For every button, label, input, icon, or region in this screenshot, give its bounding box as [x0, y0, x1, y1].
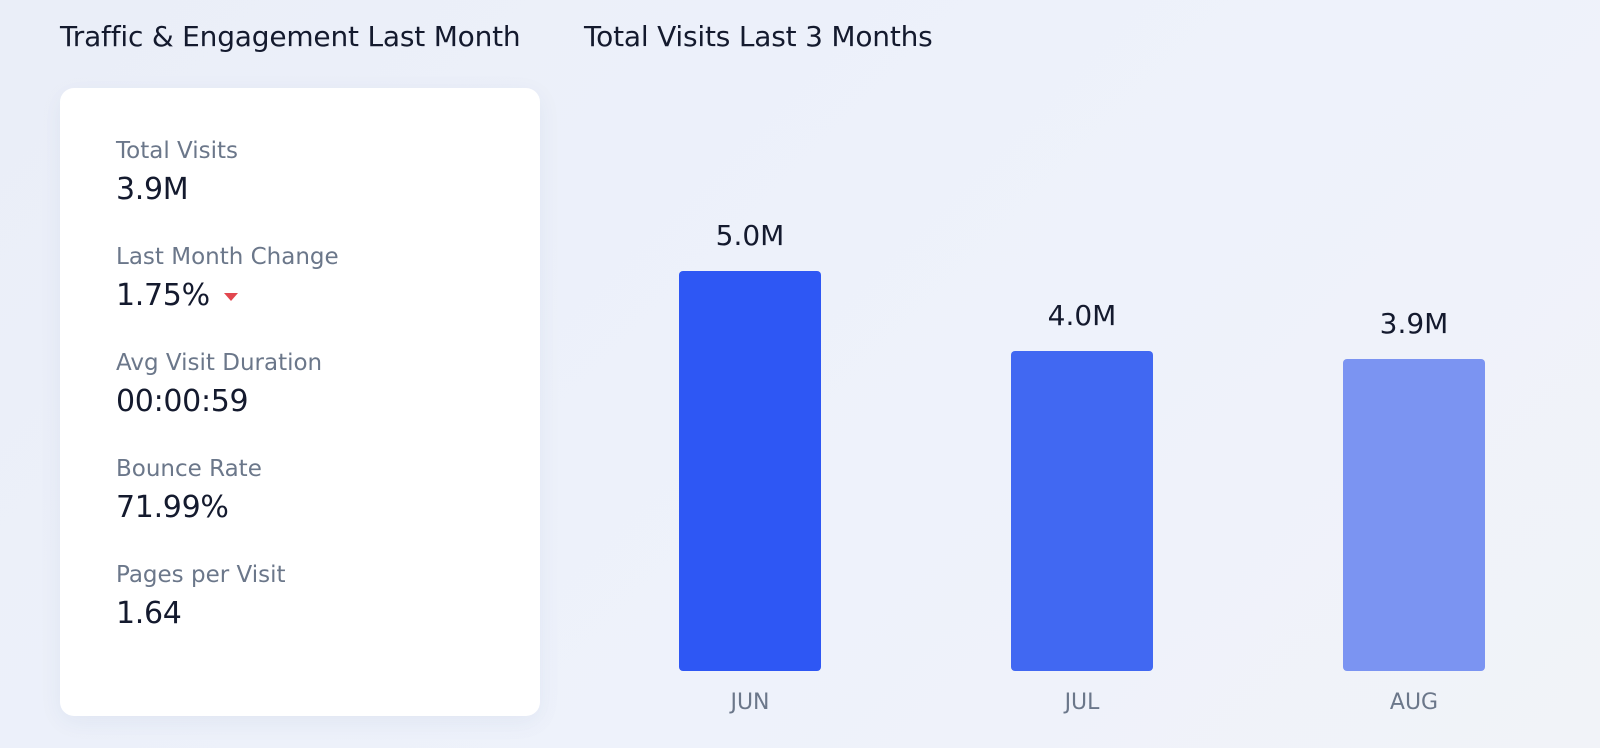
bar-jun	[679, 271, 821, 671]
data-label-jun: 5.0M	[716, 219, 785, 252]
metric-avg-visit-duration: Avg Visit Duration 00:00:59	[116, 348, 540, 454]
tick-label-jul: JUL	[1063, 690, 1101, 715]
metrics-card: Total Visits 3.9M Last Month Change 1.75…	[60, 88, 540, 716]
chart-title: Total Visits Last 3 Months	[584, 20, 933, 53]
bar-aug	[1343, 359, 1485, 671]
metric-bounce-rate: Bounce Rate 71.99%	[116, 454, 540, 560]
metric-value: 1.75%	[116, 278, 210, 313]
metric-pages-per-visit: Pages per Visit 1.64	[116, 560, 540, 666]
metric-value: 71.99%	[116, 490, 229, 525]
metric-value: 00:00:59	[116, 384, 249, 419]
metric-value: 3.9M	[116, 172, 189, 207]
metric-label: Last Month Change	[116, 244, 339, 270]
metric-total-visits: Total Visits 3.9M	[116, 136, 540, 242]
metric-label: Pages per Visit	[116, 562, 286, 588]
tick-label-aug: AUG	[1390, 690, 1438, 715]
bar-chart: 5.0M JUN 4.0M JUL 3.9M AUG	[679, 219, 1485, 715]
metric-last-month-change: Last Month Change 1.75%	[116, 242, 540, 348]
metric-label: Bounce Rate	[116, 456, 262, 482]
data-label-jul: 4.0M	[1048, 299, 1117, 332]
triangle-down-icon	[223, 293, 238, 301]
tick-label-jun: JUN	[728, 690, 769, 715]
metrics-title: Traffic & Engagement Last Month	[60, 20, 521, 53]
metric-value: 1.64	[116, 596, 182, 631]
metric-label: Avg Visit Duration	[116, 350, 323, 376]
metric-label: Total Visits	[116, 138, 239, 164]
data-label-aug: 3.9M	[1380, 307, 1449, 340]
bar-jul	[1011, 351, 1153, 671]
